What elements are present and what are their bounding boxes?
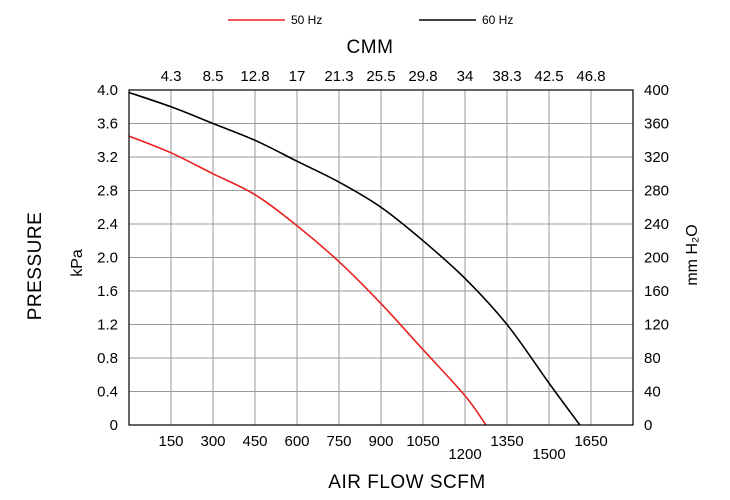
performance-curves <box>128 91 581 426</box>
top-tick-label: 46.8 <box>576 68 605 85</box>
y-tick-label: 0 <box>110 417 118 434</box>
top-tick-label: 8.5 <box>203 68 224 85</box>
x-tick-label: 1050 <box>406 433 439 450</box>
x-tick-label: 750 <box>326 433 351 450</box>
y-axis-title: PRESSURE <box>25 212 46 321</box>
y-tick-label: 1.2 <box>97 317 118 334</box>
x-tick-label: 1500 <box>532 446 565 463</box>
grid <box>129 90 633 425</box>
y-tick-label: 3.2 <box>97 149 118 166</box>
x-tick-label: 1650 <box>574 433 607 450</box>
top-tick-label: 42.5 <box>534 68 563 85</box>
y-axis-unit: kPa <box>69 249 86 277</box>
y2-tick-label: 80 <box>644 350 661 367</box>
y2-axis-title: mm H₂O <box>684 224 701 285</box>
tick-labels: 150 4.3 300 8.5 450 12.8 600 17 750 21.3 900 25.5 10… <box>97 68 669 463</box>
x-tick-label: 450 <box>242 433 267 450</box>
top-tick-label: 17 <box>289 68 306 85</box>
top-tick-label: 38.3 <box>492 68 521 85</box>
y2-tick-label: 40 <box>644 384 661 401</box>
y2-tick-label: 320 <box>644 149 669 166</box>
y2-tick-label: 400 <box>644 82 669 99</box>
y2-tick-label: 120 <box>644 317 669 334</box>
x-tick-label: 150 <box>158 433 183 450</box>
y-tick-label: 0.4 <box>97 384 118 401</box>
legend-60hz-label: 60 Hz <box>482 13 513 27</box>
x-tick-label: 900 <box>368 433 393 450</box>
plot-frame <box>128 89 634 426</box>
x-tick-label: 600 <box>284 433 309 450</box>
y-tick-label: 2.0 <box>97 250 118 267</box>
top-axis-title: CMM <box>347 37 394 58</box>
legend: 50 Hz 60 Hz <box>228 13 513 27</box>
y-tick-label: 4.0 <box>97 82 118 99</box>
x-axis-title: AIR FLOW SCFM <box>328 472 485 493</box>
y-tick-label: 1.6 <box>97 283 118 300</box>
legend-50hz-label: 50 Hz <box>291 13 322 27</box>
top-tick-label: 21.3 <box>324 68 353 85</box>
y-tick-label: 2.8 <box>97 183 118 200</box>
y2-tick-label: 0 <box>644 417 652 434</box>
y-tick-label: 2.4 <box>97 216 118 233</box>
series-60hz-line <box>128 91 581 426</box>
y2-tick-label: 240 <box>644 216 669 233</box>
series-50hz-line <box>128 135 487 426</box>
top-tick-label: 34 <box>457 68 474 85</box>
y2-tick-label: 160 <box>644 283 669 300</box>
x-tick-label: 1200 <box>448 446 481 463</box>
top-tick-label: 25.5 <box>366 68 395 85</box>
y2-tick-label: 360 <box>644 116 669 133</box>
top-tick-label: 29.8 <box>408 68 437 85</box>
x-tick-label: 300 <box>200 433 225 450</box>
x-tick-label: 1350 <box>490 433 523 450</box>
y2-tick-label: 200 <box>644 250 669 267</box>
y-tick-label: 3.6 <box>97 116 118 133</box>
top-tick-label: 12.8 <box>240 68 269 85</box>
top-tick-label: 4.3 <box>161 68 182 85</box>
y-tick-label: 0.8 <box>97 350 118 367</box>
y2-tick-label: 280 <box>644 183 669 200</box>
